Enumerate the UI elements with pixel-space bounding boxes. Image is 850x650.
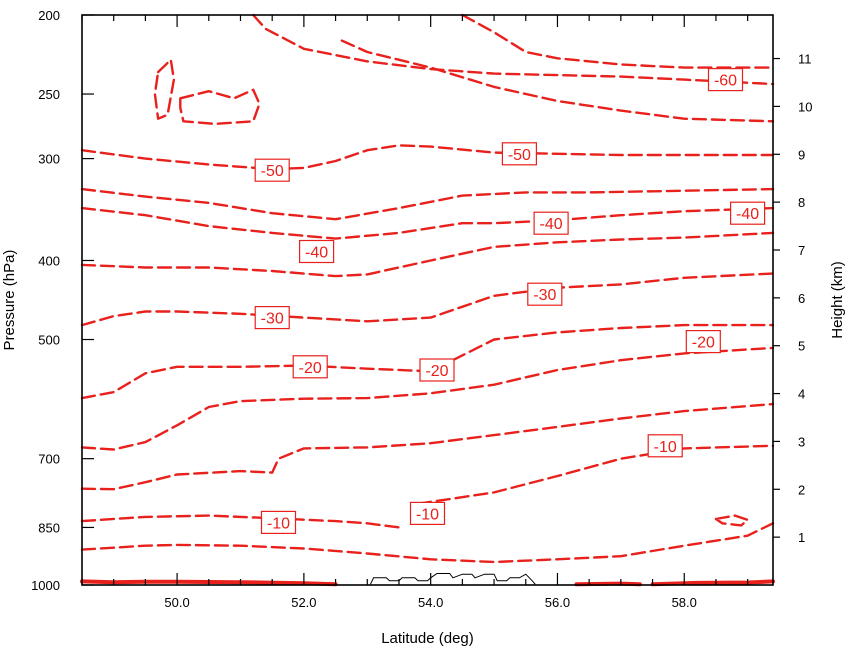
contour-label-13: -10 (654, 439, 677, 456)
contour-line--35-10 (80, 231, 775, 278)
contour-line--40-11 (80, 206, 775, 240)
y-right-tick-label: 6 (798, 291, 805, 306)
y-right-tick-label: 3 (798, 434, 805, 449)
contour-line--60-16 (461, 13, 775, 69)
y-right-tick-label: 10 (798, 99, 812, 114)
terrain-outline-0 (369, 573, 536, 585)
y-axis-left: 200 250 300 400 500 700 850 1000 (31, 8, 94, 593)
contour-label-box-0 (707, 67, 744, 92)
y-left-tick-label: 200 (38, 8, 60, 23)
y-axis-right: 1 2 3 4 5 6 7 8 9 10 11 (773, 52, 812, 545)
y-axis-right-title: Height (km) (829, 261, 846, 339)
contour-label-1: -50 (261, 163, 284, 180)
contour-label-12: -10 (416, 506, 439, 523)
contour-label-4: -40 (540, 216, 563, 233)
contour-label-box-10 (685, 330, 721, 354)
contour-label-box-8 (292, 355, 328, 379)
x-tick-label: 56.0 (545, 595, 570, 610)
contour-line--30-9 (80, 272, 775, 327)
y-left-tick-label: 1000 (31, 578, 60, 593)
y-right-tick-label: 5 (798, 339, 805, 354)
contour-line--50-17 (153, 58, 176, 120)
terrain-outline (369, 573, 536, 585)
contour-line--45-12 (80, 187, 775, 221)
contour-label-box-5 (729, 201, 766, 225)
contour-line--10-19 (714, 514, 749, 527)
y-right-tick-label: 7 (798, 243, 805, 258)
contour-line--15-6 (80, 402, 775, 491)
contour-line--60-15 (251, 13, 775, 86)
contour-label-box-6 (254, 306, 290, 330)
contour-label-3: -40 (305, 245, 328, 262)
x-tick-label: 54.0 (418, 595, 443, 610)
y-right-tick-label: 4 (798, 387, 805, 402)
contour-line--10-4 (80, 514, 401, 529)
y-right-tick-label: 1 (798, 530, 805, 545)
contour-label-7: -30 (533, 287, 556, 304)
contour-lines (80, 13, 775, 587)
contour-label-box-7 (527, 282, 563, 306)
y-left-tick-label: 250 (38, 87, 60, 102)
y-left-tick-label: 400 (38, 253, 60, 268)
x-tick-label: 58.0 (672, 595, 697, 610)
contour-label-box-4 (533, 211, 569, 235)
x-axis-title: Latitude (deg) (381, 630, 474, 647)
contour-line--20-8 (80, 323, 775, 400)
y-right-tick-label: 11 (798, 52, 812, 67)
contour-label-6: -30 (261, 311, 284, 328)
y-left-tick-label: 500 (38, 333, 60, 348)
y-left-tick-label: 850 (38, 520, 60, 535)
contour-label-box-11 (260, 510, 297, 534)
contour-labels: -60 -50 -50 -40 -40 -40 -30 -30 -20 -20 -20 -10 -10 -… (254, 67, 766, 534)
contour-label-9: -20 (425, 363, 448, 380)
contour-label-box-1 (254, 158, 290, 182)
contour-line-0-1 (574, 581, 642, 587)
contour-label-box-9 (419, 358, 455, 382)
contour-label-10: -20 (692, 335, 715, 352)
contour-label-2: -50 (508, 147, 531, 164)
contour-label-8: -20 (299, 360, 322, 377)
y-right-tick-label: 8 (798, 195, 805, 210)
y-axis-left-title: Pressure (hPa) (1, 250, 18, 351)
x-tick-label: 52.0 (291, 595, 316, 610)
y-left-tick-label: 700 (38, 452, 60, 467)
contour-label-box-2 (501, 142, 537, 166)
y-left-tick-label: 300 (38, 152, 60, 167)
contour-line--50-18 (179, 88, 261, 126)
contour-label-0: -60 (714, 73, 737, 90)
contour-label-box-3 (299, 239, 335, 264)
contour-line--5-3 (80, 522, 775, 564)
contour-label-11: -10 (267, 515, 290, 532)
x-tick-label: 50.0 (164, 595, 189, 610)
contour-line--10-5 (416, 444, 775, 505)
contour-line--55-14 (340, 39, 775, 123)
y-right-tick-label: 2 (798, 482, 805, 497)
contour-line--15-7 (80, 346, 775, 451)
contour-line-0-2 (650, 579, 775, 587)
contour-line--50-13 (80, 144, 775, 171)
contour-label-box-13 (647, 434, 683, 458)
y-right-tick-label: 9 (798, 147, 805, 162)
contour-label-5: -40 (736, 206, 759, 223)
plot-frame (81, 14, 774, 586)
x-axis: 50.0 52.0 54.0 56.0 58.0 (81, 15, 749, 610)
contour-label-box-12 (409, 501, 446, 525)
